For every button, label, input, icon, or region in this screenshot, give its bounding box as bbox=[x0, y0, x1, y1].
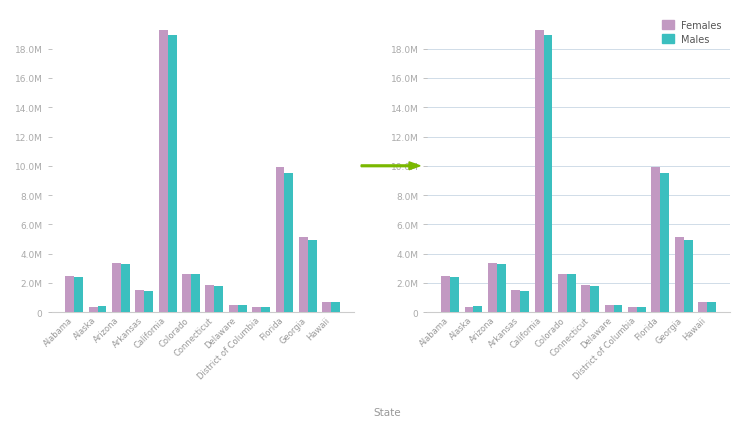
Bar bbox=[488, 263, 497, 312]
Bar bbox=[144, 291, 153, 312]
Bar bbox=[112, 263, 121, 312]
Bar bbox=[450, 278, 459, 312]
Bar bbox=[214, 286, 223, 312]
Bar bbox=[299, 237, 308, 312]
Bar bbox=[543, 36, 553, 312]
Bar bbox=[284, 174, 293, 312]
Bar bbox=[74, 278, 83, 312]
Bar bbox=[88, 307, 97, 312]
Text: State: State bbox=[373, 407, 401, 417]
Bar bbox=[652, 168, 660, 312]
Bar bbox=[614, 306, 623, 312]
Bar bbox=[206, 285, 214, 312]
Bar bbox=[590, 286, 599, 312]
Bar bbox=[66, 276, 74, 312]
Bar bbox=[261, 308, 270, 312]
Bar bbox=[628, 308, 637, 312]
Bar bbox=[182, 274, 191, 312]
Bar bbox=[684, 241, 693, 312]
Bar bbox=[707, 302, 716, 312]
Bar bbox=[97, 306, 106, 312]
Bar bbox=[167, 36, 177, 312]
Bar bbox=[331, 302, 340, 312]
Bar bbox=[637, 308, 646, 312]
Bar bbox=[308, 241, 317, 312]
Bar bbox=[567, 274, 576, 312]
Bar bbox=[158, 30, 167, 312]
Bar bbox=[698, 302, 707, 312]
Bar bbox=[660, 174, 669, 312]
Bar bbox=[464, 307, 473, 312]
Legend: Females, Males: Females, Males bbox=[659, 18, 724, 48]
Bar bbox=[511, 290, 520, 312]
Bar bbox=[252, 308, 261, 312]
Bar bbox=[520, 291, 529, 312]
Bar bbox=[473, 306, 482, 312]
Bar bbox=[441, 276, 450, 312]
Bar bbox=[581, 285, 590, 312]
Bar bbox=[238, 306, 247, 312]
Bar bbox=[276, 168, 284, 312]
Bar bbox=[228, 306, 238, 312]
Bar bbox=[604, 306, 614, 312]
Bar bbox=[191, 274, 200, 312]
Bar bbox=[675, 237, 684, 312]
Bar bbox=[497, 265, 506, 312]
Bar bbox=[558, 274, 567, 312]
Bar bbox=[121, 265, 130, 312]
Bar bbox=[136, 290, 144, 312]
Bar bbox=[534, 30, 543, 312]
Bar bbox=[322, 302, 331, 312]
